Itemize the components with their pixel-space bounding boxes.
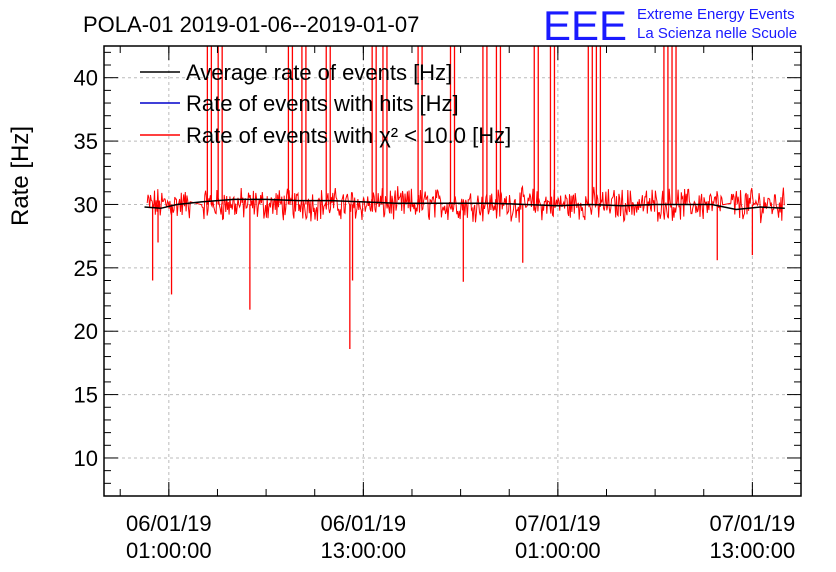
chi2-rate-spike-up bbox=[495, 46, 502, 205]
chi2-rate-spike-up bbox=[449, 46, 456, 205]
x-tick-label-time: 01:00:00 bbox=[515, 538, 601, 563]
eee-logo: EEE Extreme Energy Events La Scienza nel… bbox=[543, 2, 797, 49]
y-tick-label: 20 bbox=[74, 319, 98, 344]
y-tick-label: 15 bbox=[74, 383, 98, 408]
chi2-rate-spike-up bbox=[382, 46, 388, 205]
y-tick-label: 10 bbox=[74, 446, 98, 471]
chi2-rate-spike-up bbox=[325, 46, 331, 205]
x-tick-label-date: 06/01/19 bbox=[321, 511, 407, 536]
legend: Average rate of events [Hz] Rate of even… bbox=[140, 60, 511, 148]
chi2-rate-spike-up bbox=[417, 46, 423, 205]
chi2-rate-spike-up bbox=[206, 46, 213, 205]
x-tick-label-time: 01:00:00 bbox=[126, 538, 212, 563]
eee-logo-mark: EEE bbox=[543, 2, 627, 49]
y-tick-label: 30 bbox=[74, 192, 98, 217]
x-tick-label-date: 07/01/19 bbox=[515, 511, 601, 536]
chart-title: POLA-01 2019-01-06--2019-01-07 bbox=[83, 12, 419, 37]
legend-label-chi2: Rate of events with χ² < 10.0 [Hz] bbox=[186, 123, 511, 148]
eee-logo-line2: La Scienza nelle Scuole bbox=[637, 25, 797, 42]
chi2-rate-spike-up bbox=[587, 46, 593, 205]
chi2-rate-spike-up bbox=[301, 46, 307, 205]
chi2-rate-spike-up bbox=[482, 46, 488, 205]
legend-label-average: Average rate of events [Hz] bbox=[186, 60, 452, 85]
x-tick-label-time: 13:00:00 bbox=[321, 538, 407, 563]
x-tick-label-time: 13:00:00 bbox=[710, 538, 796, 563]
chi2-rate-spike-up bbox=[217, 46, 223, 205]
plot-frame bbox=[103, 45, 802, 497]
chi2-rate-trace bbox=[146, 184, 785, 224]
y-tick-label: 40 bbox=[74, 66, 98, 91]
y-axis-label: Rate [Hz] bbox=[7, 126, 34, 226]
average-rate-line bbox=[144, 198, 785, 211]
chi2-rate-spike-up bbox=[533, 46, 539, 205]
chi2-rate-spike-up bbox=[595, 46, 602, 205]
chi2-rate-spike-up bbox=[671, 46, 677, 205]
data-traces bbox=[144, 46, 785, 349]
y-tick-label: 25 bbox=[74, 256, 98, 281]
chi2-rate-spike-up bbox=[549, 46, 556, 205]
axis-ticks: 1015202530354006/01/1901:00:0006/01/1913… bbox=[74, 46, 802, 563]
x-tick-label-date: 07/01/19 bbox=[710, 511, 796, 536]
legend-label-hits: Rate of events with hits [Hz] bbox=[186, 91, 459, 116]
chi2-rate-spike-up bbox=[663, 46, 669, 205]
y-tick-label: 35 bbox=[74, 129, 98, 154]
chi2-rate-spike-up bbox=[371, 46, 377, 205]
chi2-rate-spike-up bbox=[287, 46, 294, 205]
eee-logo-line1: Extreme Energy Events bbox=[637, 6, 795, 23]
x-tick-label-date: 06/01/19 bbox=[126, 511, 212, 536]
